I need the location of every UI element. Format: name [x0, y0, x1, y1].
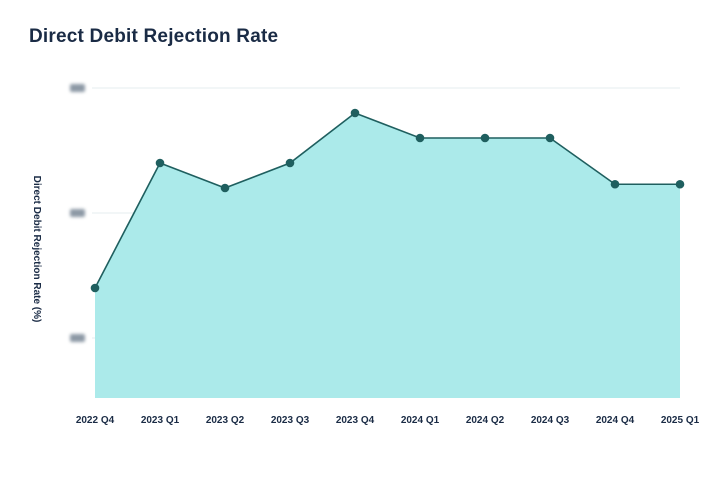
- data-point: [610, 179, 620, 189]
- x-tick-label: 2023 Q1: [141, 415, 180, 426]
- x-tick-label: 2023 Q3: [271, 415, 310, 426]
- y-axis-title: Direct Debit Rejection Rate (%): [31, 176, 42, 323]
- series-line: [94, 112, 680, 289]
- x-tick-label: 2024 Q2: [466, 415, 505, 426]
- x-tick-label: 2025 Q1: [661, 415, 700, 426]
- chart-title: Direct Debit Rejection Rate: [29, 26, 279, 47]
- x-tick-label: 2022 Q4: [76, 415, 115, 426]
- x-tick-label: 2024 Q3: [531, 415, 570, 426]
- data-point: [350, 108, 360, 118]
- x-tick-label: 2023 Q2: [206, 415, 245, 426]
- data-point: [480, 133, 490, 143]
- x-tick-label: 2024 Q1: [401, 415, 440, 426]
- y-tick-label: [70, 209, 85, 217]
- y-axis-ticks: [70, 84, 85, 342]
- x-axis-ticks: 2022 Q4 2023 Q1 2023 Q2 2023 Q3 2023 Q4 2024 …: [76, 415, 700, 426]
- data-point: [285, 158, 295, 168]
- plot-area: [94, 112, 680, 398]
- data-point: [90, 283, 100, 293]
- data-point: [675, 179, 685, 189]
- y-tick-label: [70, 334, 85, 342]
- area-fill: [95, 113, 680, 398]
- data-point: [220, 183, 230, 193]
- y-tick-label: [70, 84, 85, 92]
- data-point: [415, 133, 425, 143]
- x-tick-label: 2023 Q4: [336, 415, 375, 426]
- data-markers: [90, 108, 685, 293]
- data-point: [155, 158, 165, 168]
- x-tick-label: 2024 Q4: [596, 415, 635, 426]
- data-point: [545, 133, 555, 143]
